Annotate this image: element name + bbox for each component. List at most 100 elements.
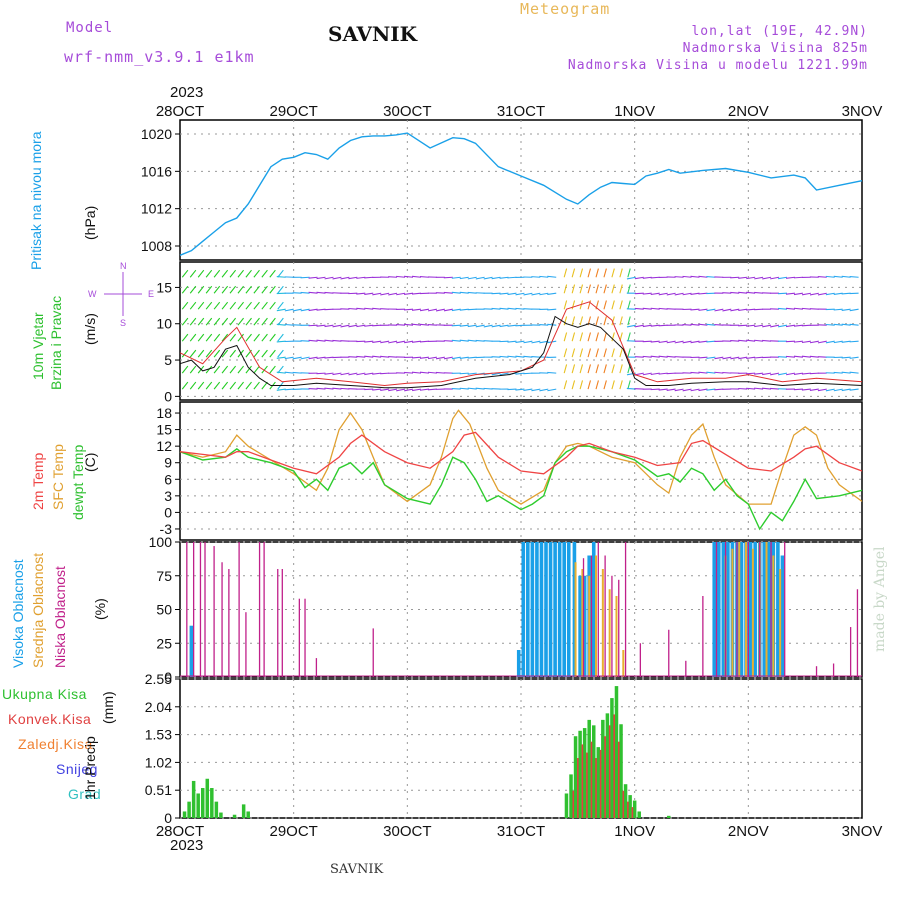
wind-arrow: [762, 276, 772, 280]
wind-ytick-label: 15: [156, 279, 172, 295]
total-precip-bar: [200, 788, 205, 818]
precipitation-ytick-label: 2.55: [145, 671, 172, 687]
wind-arrow: [372, 355, 382, 358]
total-precip-bar: [187, 801, 191, 818]
wind-arrow: [571, 316, 576, 326]
wind-arrow: [467, 291, 477, 294]
wind-arrow: [746, 276, 756, 280]
wind-arrow: [603, 348, 607, 358]
wind-arrow: [817, 356, 827, 358]
wind-arrow: [181, 285, 189, 294]
wind-arrow: [435, 308, 445, 312]
high-cloud-bar: [548, 542, 553, 677]
wind-arrow: [793, 372, 803, 376]
low-cloud-bar: [238, 542, 240, 677]
total-precip-bar: [246, 811, 250, 818]
wind-arrow: [253, 349, 260, 358]
wind-arrow: [579, 332, 584, 342]
wind-arrow: [380, 355, 390, 358]
lonlat-label: lon,lat (19E, 42.9N): [691, 24, 868, 39]
wind-arrow: [245, 333, 252, 342]
wind-arrow: [451, 387, 461, 390]
wind-arrow: [714, 371, 724, 374]
wind-arrow: [189, 301, 197, 310]
date-tick-bottom: 31OCT: [497, 823, 545, 840]
wind-arrow: [595, 332, 599, 342]
wind-arrow: [841, 371, 851, 374]
wind-arrow: [658, 372, 668, 375]
wind-arrow: [499, 292, 509, 295]
wind-arrow: [642, 292, 652, 295]
total-precip-bar: [564, 793, 569, 818]
wind-arrow: [324, 308, 334, 311]
wind-arrow: [770, 387, 780, 390]
wind-arrow: [380, 372, 390, 375]
low-cloud-bar: [611, 575, 613, 677]
wind-arrow: [746, 324, 756, 327]
wind-arrow: [698, 323, 708, 326]
wind-arrow: [332, 276, 342, 280]
wind-arrow: [221, 301, 229, 310]
wind-arrow: [738, 324, 748, 327]
wind-arrow: [801, 307, 811, 310]
wind-arrow: [547, 292, 557, 295]
low-cloud-bar: [245, 612, 247, 677]
wind-arrow: [547, 308, 557, 311]
total-precip-bar: [182, 811, 187, 818]
wind-arrow: [396, 275, 406, 278]
conv-precip-bar: [604, 736, 606, 818]
low-cloud-bar: [221, 562, 223, 677]
wind-arrow: [698, 371, 708, 374]
wind-arrow: [849, 388, 859, 391]
wind-arrow: [531, 292, 541, 296]
wind-arrow: [507, 276, 517, 279]
conv-precip-bar: [577, 758, 579, 818]
wind-arrow: [396, 388, 406, 392]
wind-arrow: [205, 285, 213, 294]
high-cloud-bar: [553, 542, 557, 677]
wind-arrow: [706, 323, 716, 326]
year-bottom: 2023: [170, 837, 204, 854]
wind-arrow: [619, 348, 623, 358]
pressure-line: [179, 132, 863, 256]
pressure-ytick-label: 1008: [141, 238, 172, 254]
wind-arrow: [284, 388, 294, 391]
wind-arrow: [611, 316, 615, 326]
low-cloud-bar: [204, 542, 206, 677]
wind-arrow: [356, 324, 366, 328]
wind-arrow: [754, 291, 764, 294]
mid-cloud-bar: [745, 542, 748, 677]
mid-cloud-bar: [588, 575, 591, 677]
wind-arrow: [793, 276, 803, 279]
low-cloud-bar: [186, 542, 188, 677]
wind-arrow: [690, 323, 700, 326]
wind-arrow: [793, 307, 803, 310]
wind-arrow: [332, 372, 342, 376]
wind-arrow: [237, 317, 244, 326]
wind-arrow: [277, 333, 284, 342]
low-cloud-bar: [724, 542, 727, 677]
wind-arrow: [523, 308, 533, 310]
low-cloud-bar: [618, 579, 620, 677]
low-cloud-bar: [849, 627, 852, 677]
date-tick-top: 31OCT: [497, 103, 545, 120]
total-precip-bar: [578, 730, 582, 818]
wind-arrow: [277, 269, 284, 278]
total-precip-bar: [196, 793, 200, 818]
wind-arrow: [507, 355, 517, 358]
footer-location: SAVNIK: [330, 862, 384, 877]
wind-arrow: [229, 365, 237, 374]
wind-arrow: [459, 324, 469, 327]
wind-arrow: [595, 284, 599, 294]
total-precip-bar: [667, 815, 671, 818]
date-tick-top: 28OCT: [156, 103, 204, 120]
wind-arrow: [706, 308, 716, 312]
wind-arrow: [563, 268, 568, 278]
wind-arrow: [213, 333, 221, 342]
wind-arrow: [229, 301, 237, 310]
mid-cloud-bar: [574, 562, 577, 677]
wind-arrow: [221, 381, 229, 390]
wind-arrow: [467, 387, 477, 390]
wind-arrow: [388, 276, 398, 278]
